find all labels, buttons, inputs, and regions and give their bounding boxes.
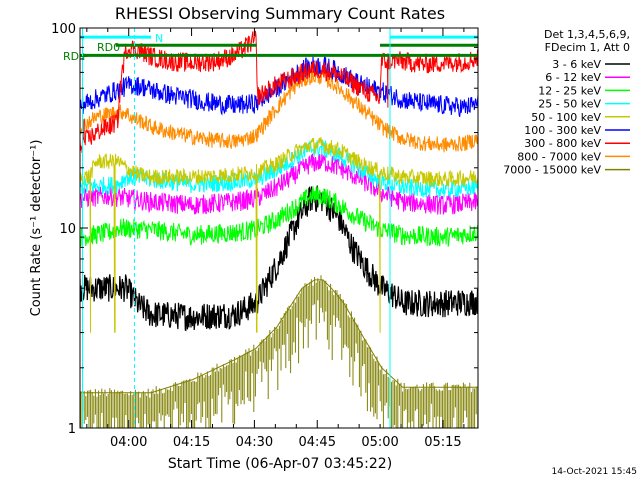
x-tick-label: 04:15	[173, 435, 210, 450]
x-tick-label: 05:15	[424, 435, 461, 450]
legend-label: 7000 - 15000 keV	[503, 164, 601, 177]
series-line	[80, 185, 478, 332]
series-line	[80, 30, 478, 153]
legend-label: 100 - 300 keV	[524, 124, 601, 137]
y-tick-label: 100	[51, 22, 76, 37]
legend-label: 50 - 100 keV	[531, 111, 601, 124]
y-axis-label: Count Rate (s⁻¹ detector⁻¹)	[29, 140, 44, 317]
series-line	[80, 279, 478, 394]
annotation-rd0: RD0	[97, 41, 120, 54]
legend-label: 6 - 12 keV	[545, 71, 601, 84]
series-line	[80, 186, 478, 247]
axes: 1 10 100 04:00 04:15 04:30 04:45 05:00 05:15	[51, 22, 479, 450]
legend: Det 1,3,4,5,6,9, FDecim 1, Att 0 3 - 6 k…	[503, 28, 630, 177]
series-line	[80, 152, 478, 215]
legend-label: 12 - 25 keV	[538, 84, 601, 97]
series-line	[80, 138, 478, 199]
series-line	[80, 69, 478, 153]
x-tick-label: 04:30	[236, 435, 273, 450]
legend-label: 800 - 7000 keV	[517, 150, 601, 163]
chart-title: RHESSI Observing Summary Count Rates	[115, 4, 445, 23]
plot-area	[80, 28, 478, 428]
annotation-rd-plus: RD+	[63, 50, 88, 63]
legend-label: 300 - 800 keV	[524, 137, 601, 150]
x-tick-label: 05:00	[361, 435, 398, 450]
annotations: RD0 RD+ N	[63, 32, 163, 63]
series-line	[80, 56, 478, 118]
y-tick-label: 10	[59, 222, 76, 237]
series-line	[80, 136, 478, 333]
footer-date: 14-Oct-2021 15:45	[552, 467, 637, 477]
legend-header: FDecim 1, Att 0	[545, 41, 630, 54]
legend-header: Det 1,3,4,5,6,9,	[544, 28, 630, 41]
legend-label: 3 - 6 keV	[552, 58, 601, 71]
x-tick-label: 04:45	[299, 435, 336, 450]
annotation-n: N	[155, 32, 163, 45]
x-tick-label: 04:00	[110, 435, 147, 450]
y-tick-label: 1	[68, 422, 76, 437]
legend-label: 25 - 50 keV	[538, 98, 601, 111]
x-axis-label: Start Time (06-Apr-07 03:45:22)	[168, 456, 392, 472]
